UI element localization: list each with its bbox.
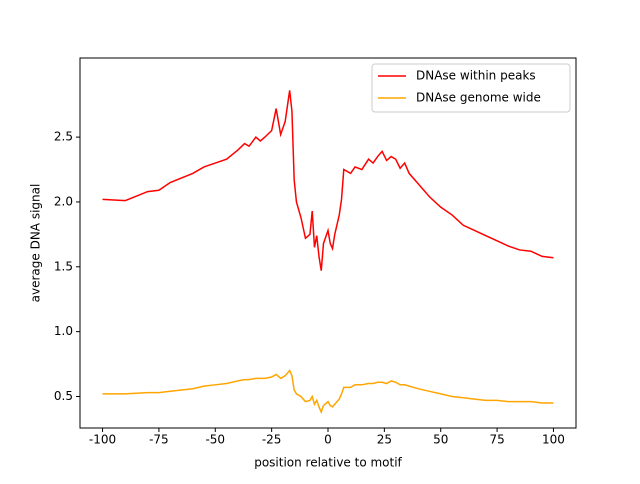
series-line — [102, 90, 554, 271]
x-tick-label: 0 — [324, 433, 332, 447]
y-tick-label: 1.5 — [54, 259, 73, 273]
x-tick-label: 75 — [489, 433, 504, 447]
x-tick-label: -100 — [89, 433, 116, 447]
x-tick-label: 100 — [542, 433, 565, 447]
x-tick-label: 50 — [433, 433, 448, 447]
x-tick-label: -75 — [149, 433, 169, 447]
legend-box — [371, 63, 571, 113]
x-tick-label: 25 — [377, 433, 392, 447]
y-tick-label: 2.5 — [54, 130, 73, 144]
legend-label: DNAse genome wide — [416, 91, 541, 105]
series-line — [102, 369, 554, 415]
y-tick-label: 1.0 — [54, 324, 73, 338]
x-tick-label: -25 — [262, 433, 282, 447]
y-tick-label: 0.5 — [54, 389, 73, 403]
y-axis-label: average DNA signal — [29, 184, 43, 303]
y-tick-label: 2.0 — [54, 194, 73, 208]
legend-label: DNAse within peaks — [416, 69, 536, 83]
x-tick-label: -50 — [205, 433, 225, 447]
x-axis-label: position relative to motif — [254, 456, 402, 470]
